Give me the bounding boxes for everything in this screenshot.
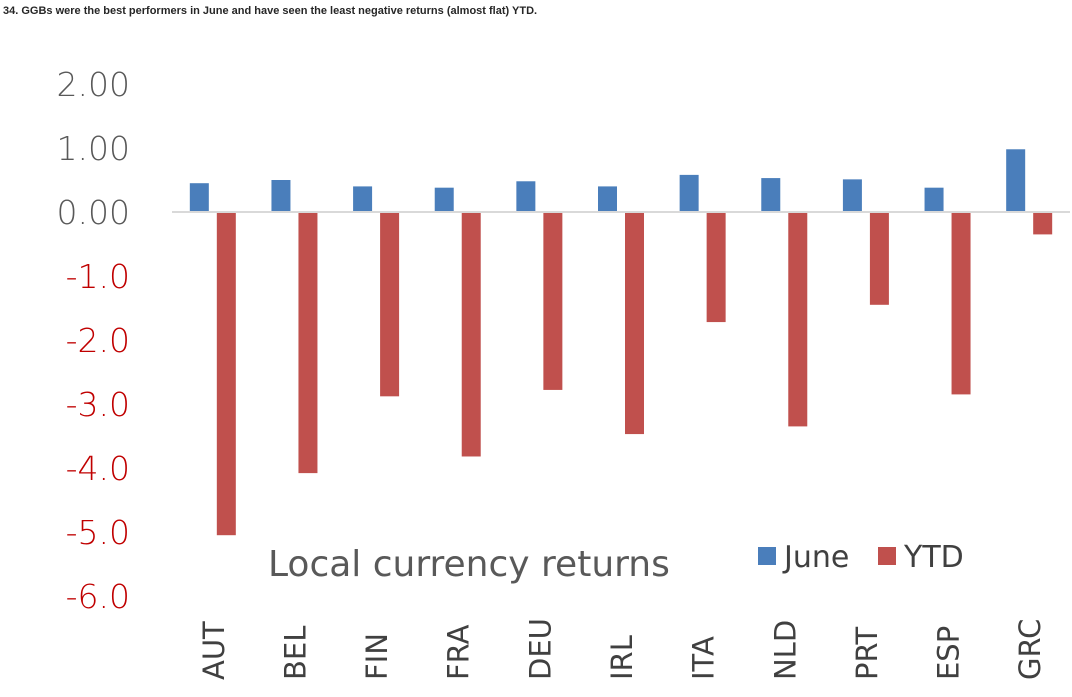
bar-ytd-grc bbox=[1033, 212, 1053, 235]
y-tick-label: -5.0 bbox=[66, 513, 130, 552]
x-category-label: AUT bbox=[197, 621, 231, 680]
bar-june-fra bbox=[434, 187, 454, 212]
bar-june-fin bbox=[353, 186, 373, 212]
bar-june-aut bbox=[189, 183, 209, 212]
bar-june-prt bbox=[842, 179, 862, 212]
x-category-label: ESP bbox=[932, 626, 966, 680]
x-category-label: GRC bbox=[1013, 619, 1047, 680]
x-category-label: FIN bbox=[360, 633, 394, 680]
y-tick-label: 1.00 bbox=[57, 129, 130, 168]
y-tick-label: -4.0 bbox=[66, 449, 130, 488]
bar-june-nld bbox=[761, 178, 781, 212]
figure-caption: 34. GGBs were the best performers in Jun… bbox=[3, 5, 538, 17]
y-tick-label: 2.00 bbox=[57, 65, 130, 104]
y-tick-label: -1.0 bbox=[66, 257, 130, 296]
bar-june-esp bbox=[924, 187, 944, 212]
bar-june-irl bbox=[598, 186, 617, 212]
legend-swatch-ytd bbox=[878, 547, 896, 565]
y-tick-label: -2.0 bbox=[66, 321, 130, 360]
x-category-label: ITA bbox=[687, 636, 721, 680]
x-category-label: NLD bbox=[768, 620, 802, 680]
legend-swatch-june bbox=[758, 547, 776, 565]
x-category-label: DEU bbox=[523, 618, 557, 680]
chart-title: Local currency returns bbox=[268, 544, 670, 585]
bar-june-deu bbox=[516, 181, 536, 212]
x-category-label: IRL bbox=[605, 635, 639, 680]
y-tick-label: -6.0 bbox=[66, 577, 130, 616]
bar-june-bel bbox=[271, 180, 291, 212]
bar-ytd-nld bbox=[788, 212, 808, 427]
legend-label-june: June bbox=[782, 540, 849, 575]
bar-ytd-prt bbox=[869, 212, 889, 305]
bar-june-grc bbox=[1006, 149, 1026, 212]
bar-ytd-aut bbox=[216, 212, 236, 536]
bar-ytd-bel bbox=[298, 212, 318, 474]
bar-ytd-ita bbox=[706, 212, 726, 323]
x-category-label: BEL bbox=[278, 626, 312, 680]
x-category-label: FRA bbox=[442, 624, 476, 680]
bar-ytd-fra bbox=[461, 212, 481, 457]
bar-june-ita bbox=[679, 174, 699, 212]
bar-ytd-fin bbox=[380, 212, 400, 397]
bar-ytd-irl bbox=[625, 212, 644, 435]
y-tick-label: 0.00 bbox=[57, 193, 130, 232]
legend-label-ytd: YTD bbox=[903, 540, 964, 575]
bar-ytd-deu bbox=[543, 212, 563, 390]
bar-ytd-esp bbox=[951, 212, 971, 395]
x-category-label: PRT bbox=[850, 626, 884, 680]
y-tick-label: -3.0 bbox=[66, 385, 130, 424]
